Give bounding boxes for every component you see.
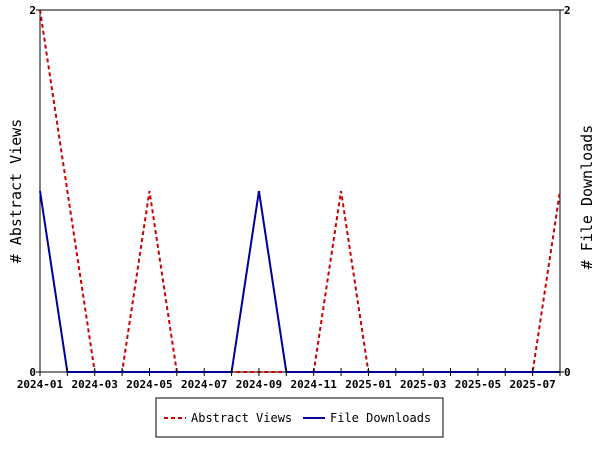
x-tick-label: 2024-07 (181, 378, 227, 391)
x-tick-label: 2025-05 (455, 378, 501, 391)
x-axis: 2024-01 2024-03 2024-05 2024-07 2024-09 2024-… (17, 368, 561, 391)
legend-box (155, 397, 444, 438)
y-tick-label-right: 0 (564, 366, 571, 379)
y-axis-right-title: # File Downloads (578, 125, 596, 270)
x-tick-label: 2025-01 (345, 378, 392, 391)
legend: Abstract Views File Downloads (155, 397, 444, 438)
series-line-file-downloads (39, 190, 560, 373)
x-tick-label: 2025-07 (509, 378, 555, 391)
x-tick-label: 2024-03 (72, 378, 118, 391)
legend-label-file-downloads: File Downloads (330, 411, 431, 425)
x-tick-label: 2024-05 (126, 378, 172, 391)
y-tick-label-left: 0 (29, 366, 36, 379)
y-axis-left: 02 (29, 4, 44, 379)
x-tick-label: 2025-03 (400, 378, 446, 391)
x-tick-label: 2024-01 (17, 378, 64, 391)
x-tick-label: 2024-09 (236, 378, 282, 391)
y-tick-label-right: 2 (564, 4, 571, 17)
x-tick-label: 2024-11 (291, 378, 338, 391)
y-axis-right: 02 (556, 4, 571, 379)
y-axis-left-title: # Abstract Views (7, 119, 25, 264)
plot-area (39, 9, 561, 373)
y-tick-label-left: 2 (29, 4, 36, 17)
legend-label-abstract-views: Abstract Views (191, 411, 292, 425)
series-layer (39, 9, 561, 373)
